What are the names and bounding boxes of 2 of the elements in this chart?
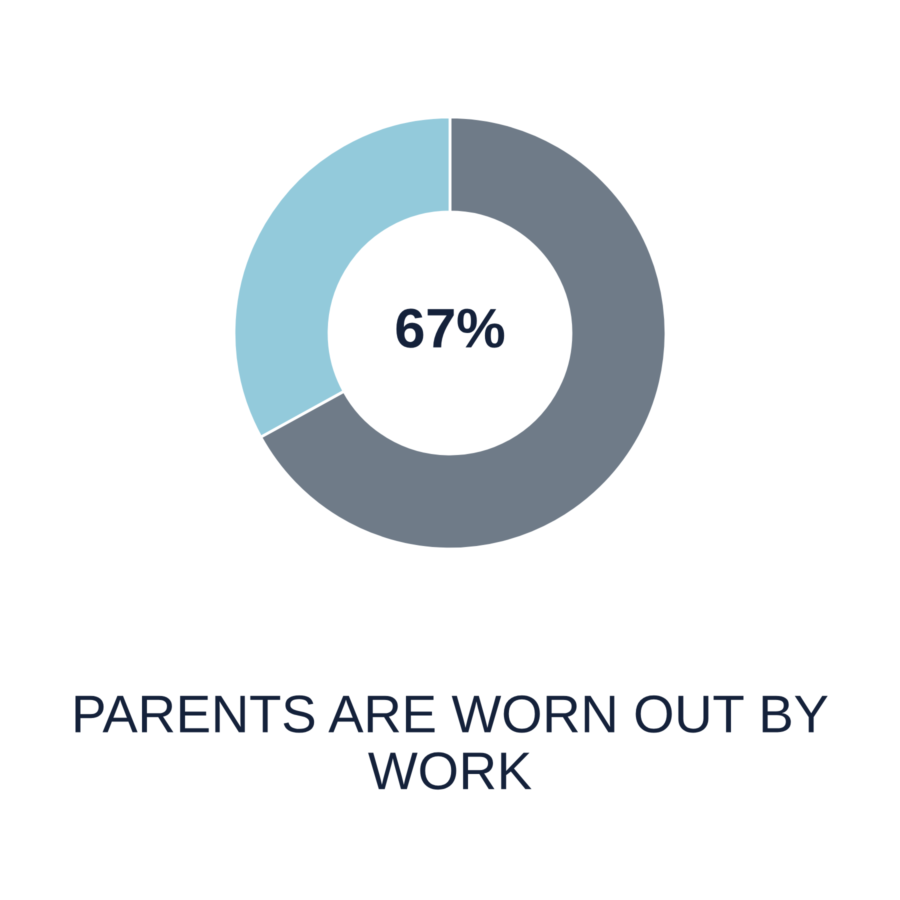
data-label: 67% [396, 308, 504, 348]
text: PARENTS ARE WORN OUT BY WORK [76, 695, 828, 790]
